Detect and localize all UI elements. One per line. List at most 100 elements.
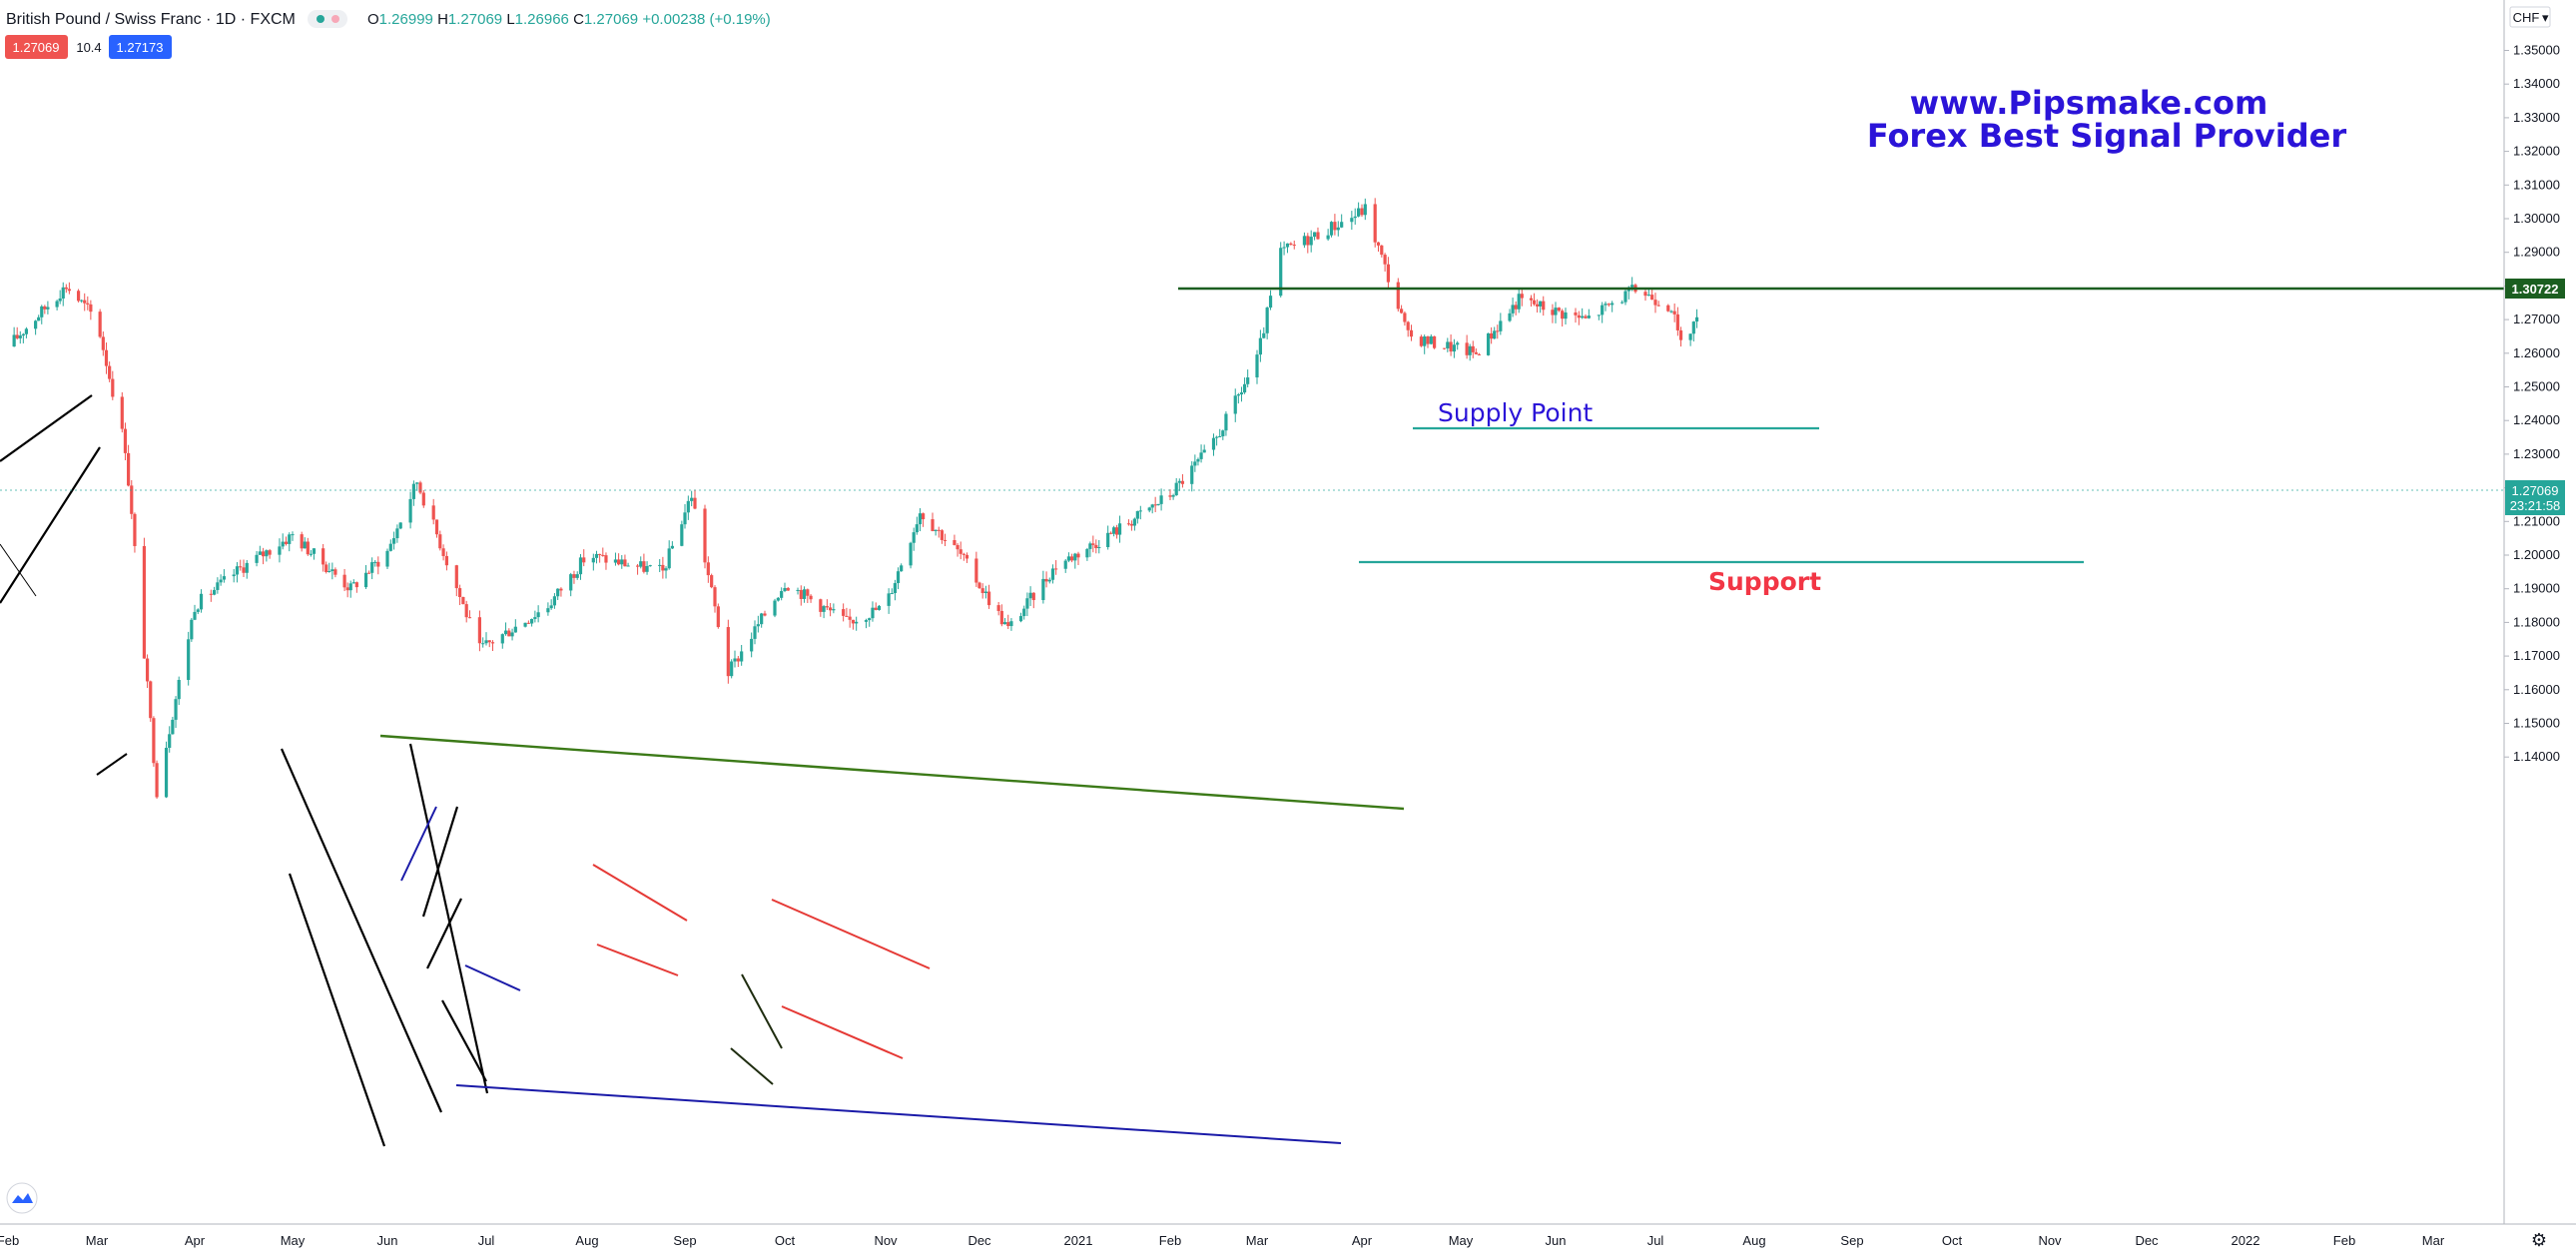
candle xyxy=(209,589,213,602)
candle-body xyxy=(1403,313,1407,322)
trendline-june-3[interactable] xyxy=(426,898,462,969)
candle-body xyxy=(1449,341,1453,352)
candle-body xyxy=(1066,556,1071,561)
candle xyxy=(549,599,553,610)
channel-oct-lower[interactable] xyxy=(781,1005,904,1059)
candle xyxy=(1363,198,1367,221)
candle xyxy=(1691,320,1695,342)
trendline-green-long[interactable] xyxy=(379,734,1405,811)
y-tick-label: 1.15000 xyxy=(2513,716,2560,731)
candle xyxy=(1193,454,1197,472)
candle-body xyxy=(582,557,586,563)
candle xyxy=(213,586,217,596)
candle xyxy=(959,541,963,560)
trendline-july-blue[interactable] xyxy=(464,964,521,991)
market-status-toggle[interactable] xyxy=(308,10,347,28)
time-axis[interactable]: Feb Mar Apr May Jun Jul Aug Sep Oct Nov Dec 2021 Feb… xyxy=(0,1223,2576,1257)
symbol-title[interactable]: British Pound / Swiss Franc · 1D · FXCM xyxy=(6,11,296,28)
candle xyxy=(1607,303,1610,308)
trendline-june-2[interactable] xyxy=(421,806,459,918)
trendline-early-small[interactable] xyxy=(0,543,37,597)
x-tick-label: Nov xyxy=(2038,1233,2062,1248)
price-axis[interactable]: 1.14000 1.15000 1.16000 1.17000 1.18000 1.190… xyxy=(2503,0,2576,1224)
candle xyxy=(1129,520,1134,531)
candle xyxy=(1258,329,1262,362)
candle xyxy=(388,539,392,552)
y-tick-label: 1.30000 xyxy=(2513,211,2560,226)
candle-body xyxy=(431,505,435,520)
candle-body xyxy=(37,316,41,321)
trendline-early-lower[interactable] xyxy=(0,446,101,604)
channel-aug-lower[interactable] xyxy=(596,943,679,976)
trendline-march-small[interactable] xyxy=(96,753,128,776)
candle-body xyxy=(1620,302,1624,304)
trendline-sep-2[interactable] xyxy=(730,1047,774,1085)
candle xyxy=(1171,493,1175,500)
candle-body xyxy=(507,630,511,637)
candle xyxy=(1255,349,1259,384)
trendline-early-upper[interactable] xyxy=(0,394,93,462)
x-tick-label: Feb xyxy=(1159,1233,1181,1248)
trendline-june-4[interactable] xyxy=(441,999,487,1082)
candle xyxy=(481,637,485,648)
trendline-june-blue[interactable] xyxy=(400,806,437,882)
chart-pane[interactable] xyxy=(0,0,2504,1224)
candle xyxy=(829,603,833,617)
candle-body xyxy=(806,589,810,596)
candle-body xyxy=(686,500,690,513)
candle xyxy=(601,547,605,557)
promo-tagline: Forex Best Signal Provider xyxy=(1867,117,2346,155)
candle xyxy=(783,582,787,593)
candle xyxy=(1025,592,1029,617)
candle-body xyxy=(265,550,269,557)
tradingview-logo[interactable] xyxy=(6,1182,38,1214)
candle-body xyxy=(43,306,47,310)
candle-body xyxy=(1511,305,1515,314)
candle xyxy=(120,391,124,433)
candle xyxy=(1620,300,1624,305)
candle xyxy=(1561,309,1565,327)
candle xyxy=(255,551,259,567)
sell-button[interactable] xyxy=(5,35,68,59)
candle-body xyxy=(288,534,292,544)
candle xyxy=(658,559,662,573)
candle xyxy=(922,512,926,527)
candle xyxy=(686,495,690,520)
candle xyxy=(578,553,583,580)
candle xyxy=(101,331,105,356)
candle-body xyxy=(1396,282,1400,310)
candle-body xyxy=(1610,303,1614,306)
candle-body xyxy=(1129,523,1134,526)
trendline-may-1[interactable] xyxy=(280,748,443,1113)
candle xyxy=(582,549,586,567)
candle xyxy=(956,543,960,557)
candle xyxy=(1066,552,1071,563)
candle-body xyxy=(164,747,169,798)
candle xyxy=(645,561,649,575)
candle-body xyxy=(1018,616,1023,622)
candle-body xyxy=(713,587,717,607)
candle-body xyxy=(434,519,439,535)
candle xyxy=(1517,289,1521,314)
trendline-june-1[interactable] xyxy=(408,743,489,1094)
x-tick-label: Jun xyxy=(1546,1233,1567,1248)
trendline-blue-long[interactable] xyxy=(455,1084,1342,1144)
gear-icon[interactable]: ⚙ xyxy=(2531,1230,2547,1251)
candle-body xyxy=(598,553,602,555)
candle xyxy=(235,562,240,583)
channel-aug-upper[interactable] xyxy=(592,864,688,922)
candle-body xyxy=(556,588,560,597)
y-tick-label: 1.25000 xyxy=(2513,379,2560,394)
candle-body xyxy=(773,600,777,616)
candle xyxy=(278,538,282,563)
candle xyxy=(533,610,537,623)
candle-body xyxy=(1097,547,1101,549)
buy-button[interactable] xyxy=(109,35,172,59)
currency-selector[interactable] xyxy=(2509,6,2551,28)
candle-body xyxy=(235,566,240,575)
channel-oct-upper[interactable] xyxy=(771,899,931,969)
trendline-may-2[interactable] xyxy=(288,873,386,1147)
trendline-sep-1[interactable] xyxy=(741,973,783,1049)
candle xyxy=(760,612,764,628)
